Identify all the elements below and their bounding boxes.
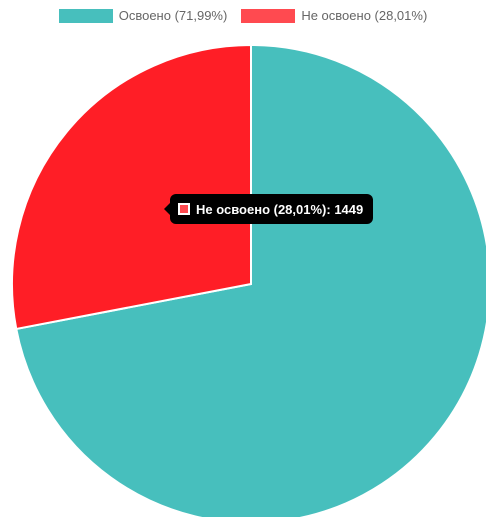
- legend-swatch-ne-osvoeno: [241, 8, 296, 23]
- legend-item-ne-osvoeno[interactable]: Не освоено (28,01%): [241, 8, 427, 23]
- legend-label-ne-osvoeno: Не освоено (28,01%): [301, 8, 428, 23]
- legend-label-osvoeno: Освоено (71,99%): [118, 8, 228, 23]
- chart-tooltip: Не освоено (28,01%): 1449: [163, 194, 374, 224]
- tooltip-color-swatch: [178, 203, 190, 215]
- pie-slice-1[interactable]: [11, 43, 252, 331]
- tooltip-text: Не освоено (28,01%): 1449: [196, 201, 364, 217]
- chart-legend: Освоено (71,99%) Не освоено (28,01%): [0, 8, 486, 23]
- legend-item-osvoeno[interactable]: Освоено (71,99%): [58, 8, 228, 23]
- legend-swatch-osvoeno: [58, 8, 113, 23]
